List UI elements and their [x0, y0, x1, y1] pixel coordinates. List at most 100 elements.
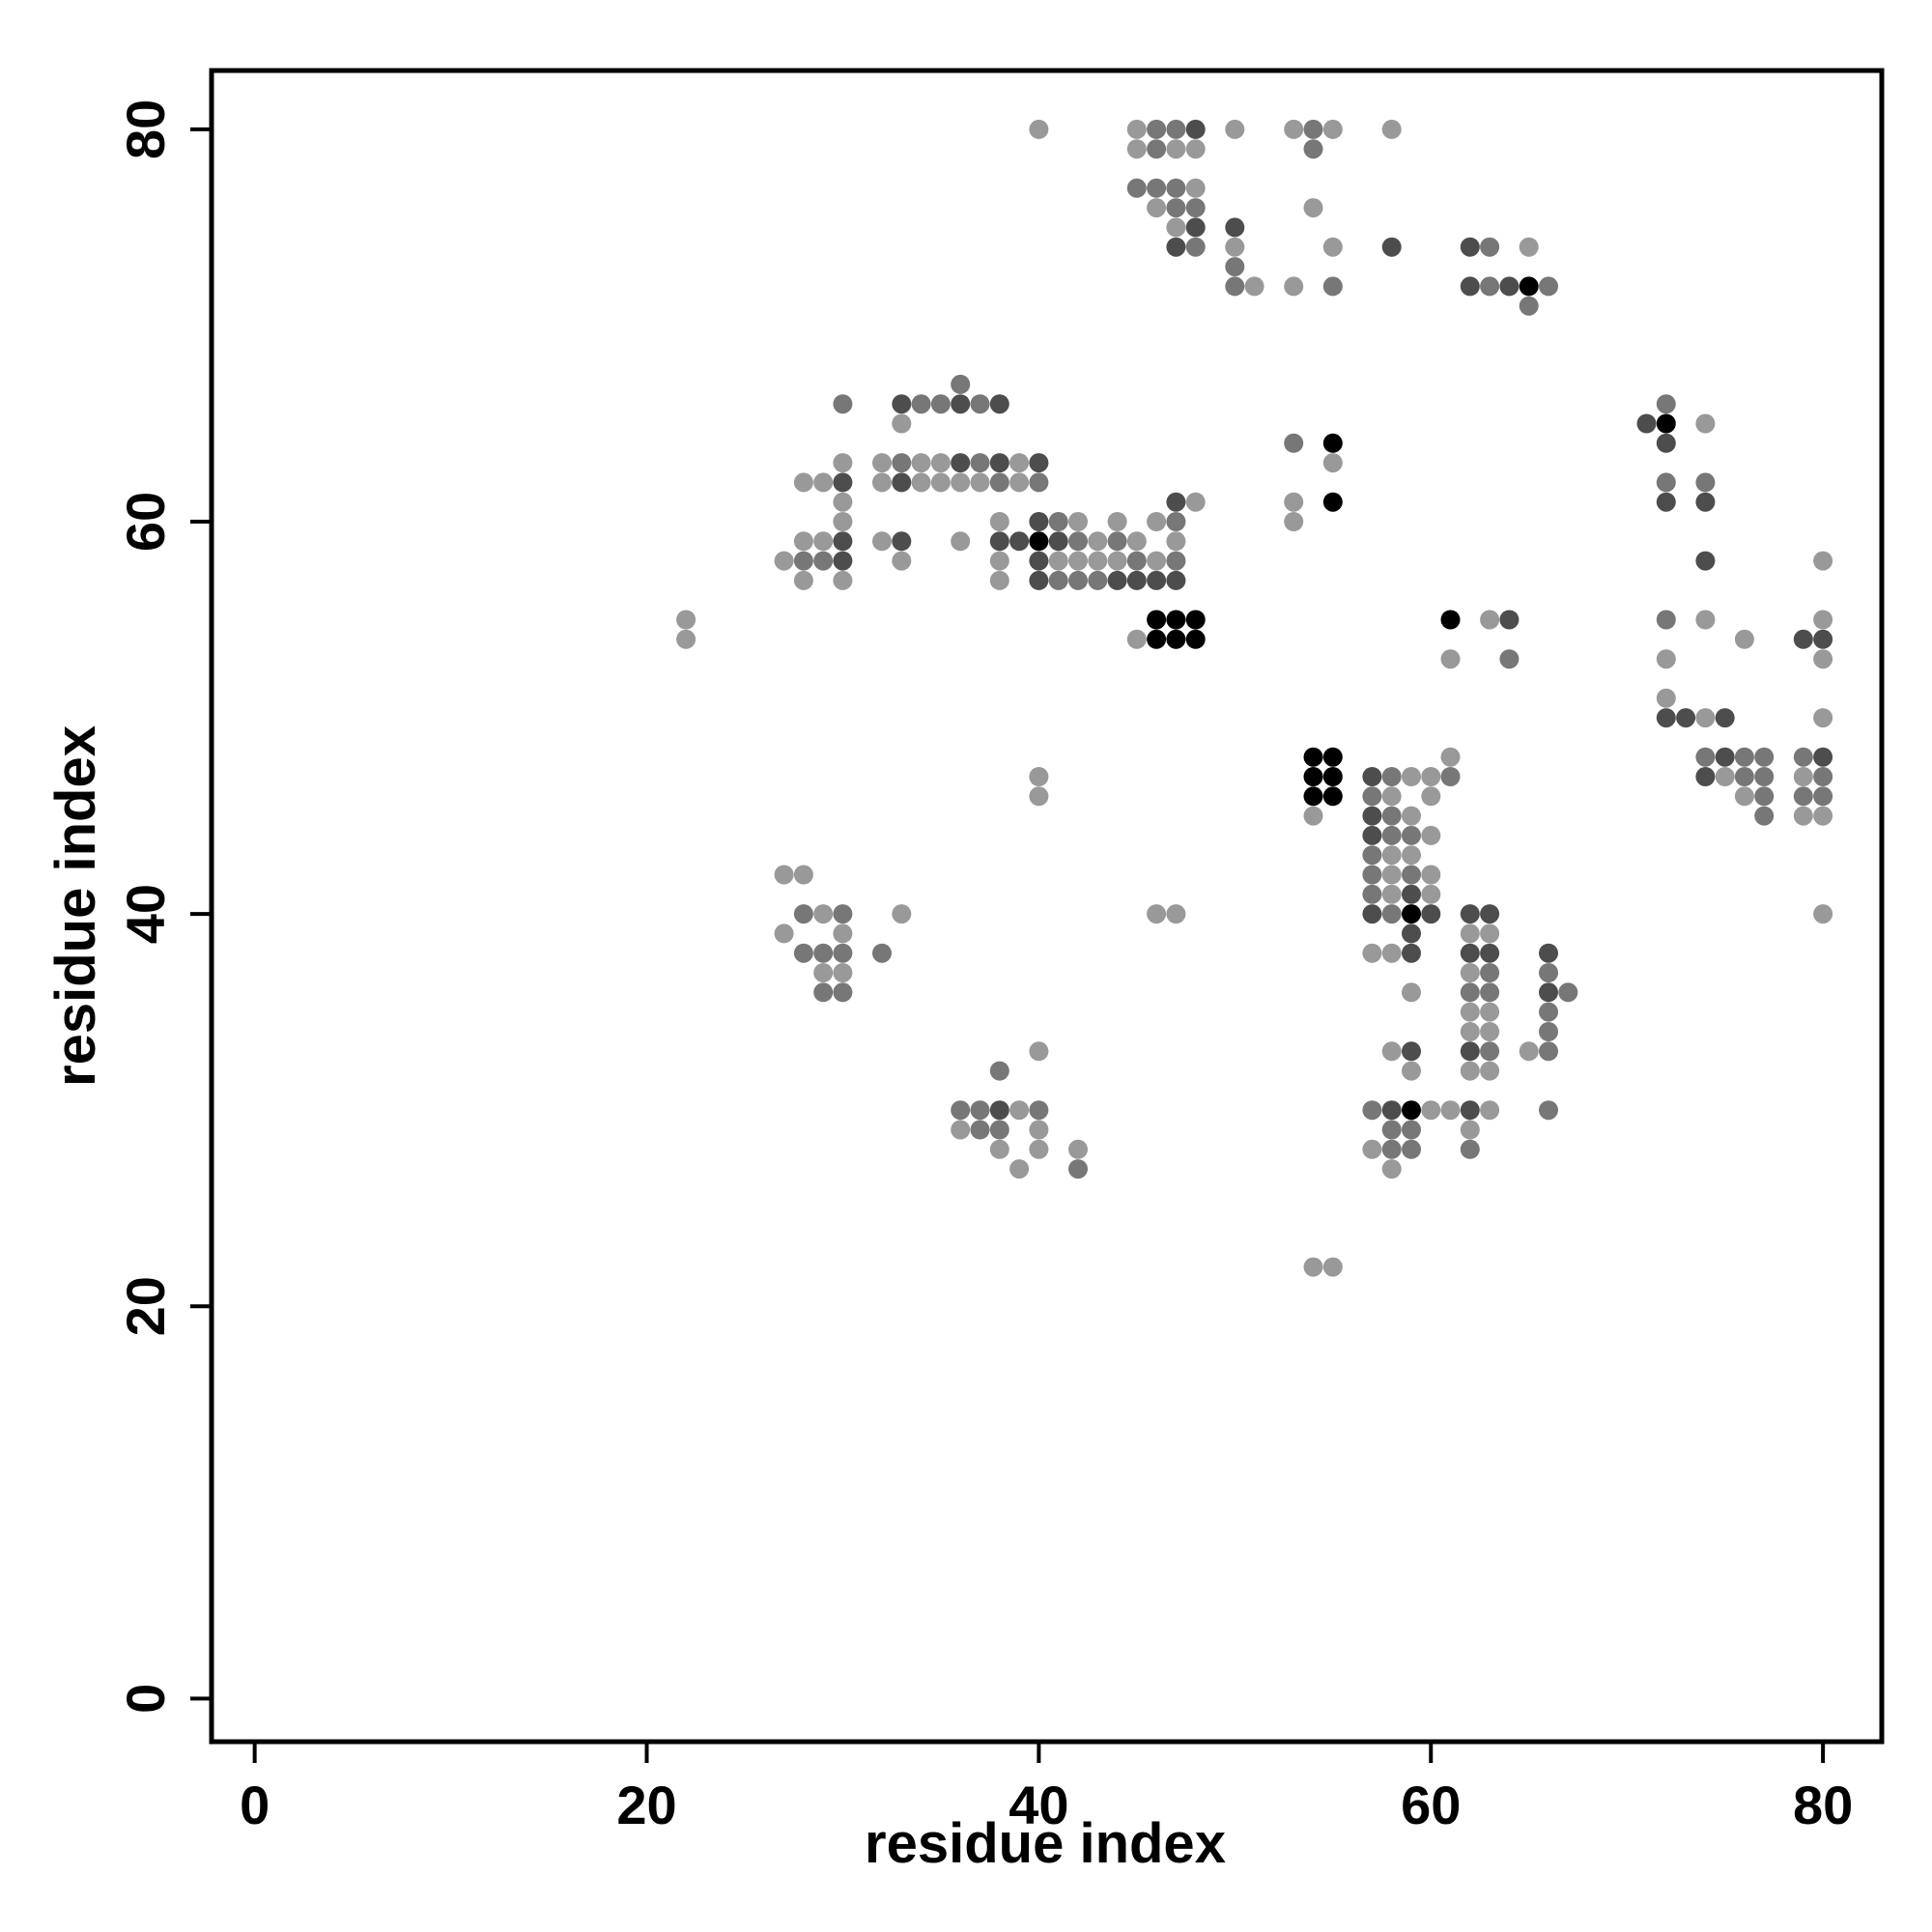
contact-point: [1147, 139, 1167, 159]
contact-point: [1402, 865, 1421, 885]
contact-point: [1460, 1041, 1480, 1062]
contact-point: [951, 374, 971, 394]
y-axis-ticks: 0 20 40 60 80: [115, 99, 212, 1714]
contact-point: [1029, 786, 1049, 807]
contact-point: [1480, 1061, 1500, 1081]
contact-point: [1244, 276, 1264, 297]
contact-point: [813, 943, 834, 963]
contact-point: [1029, 1120, 1049, 1140]
contact-point: [833, 512, 853, 531]
contact-point: [970, 394, 990, 414]
contact-point: [1480, 923, 1500, 944]
contact-point: [1166, 492, 1186, 512]
contact-point: [1460, 1061, 1480, 1081]
contact-point: [1636, 413, 1657, 434]
contact-point: [1088, 531, 1108, 552]
contact-point: [1009, 472, 1030, 493]
contact-point: [989, 551, 1009, 571]
contact-point: [1303, 767, 1323, 786]
contact-point: [1460, 237, 1480, 257]
contact-point: [833, 472, 853, 493]
contact-point: [1381, 1120, 1402, 1140]
contact-point: [1695, 708, 1716, 728]
contact-point: [1185, 139, 1206, 159]
contact-point: [833, 943, 853, 963]
contact-point: [1460, 904, 1480, 924]
contact-point: [1303, 139, 1323, 159]
contact-point: [1284, 276, 1304, 297]
contact-point: [1519, 296, 1539, 316]
contact-point: [1421, 865, 1441, 885]
contact-point: [774, 865, 794, 885]
contact-point: [1813, 767, 1833, 786]
contact-point: [1284, 512, 1304, 531]
contact-point: [1539, 1002, 1558, 1022]
contact-point: [676, 610, 696, 630]
contact-point: [1460, 1120, 1480, 1140]
contact-point: [1362, 1100, 1382, 1121]
contact-point: [813, 531, 834, 552]
contact-point: [1656, 472, 1676, 493]
contact-point: [1480, 963, 1500, 982]
contact-point: [1029, 1100, 1049, 1121]
contact-point: [1499, 649, 1520, 669]
contact-point: [1147, 629, 1167, 649]
contact-point: [833, 551, 853, 571]
contact-point: [951, 1100, 971, 1121]
contact-point: [1480, 610, 1500, 630]
contact-point: [1126, 119, 1147, 139]
contact-point: [1813, 610, 1833, 630]
contact-point: [1225, 237, 1245, 257]
contact-point: [872, 472, 892, 493]
contact-point: [1029, 570, 1049, 590]
contact-point: [1381, 1139, 1402, 1159]
contact-point: [1029, 512, 1049, 531]
contact-point: [1166, 512, 1186, 531]
contact-point: [1558, 982, 1578, 1003]
contact-point: [1068, 512, 1088, 531]
contact-point: [1322, 492, 1343, 512]
contact-point: [1539, 1041, 1558, 1062]
contact-point: [989, 531, 1009, 552]
contact-point: [1048, 570, 1068, 590]
contact-point: [1480, 276, 1500, 297]
x-tick-label: 60: [1401, 1775, 1461, 1835]
contact-point: [892, 413, 912, 434]
contact-point: [1695, 472, 1716, 493]
contact-point: [1009, 1100, 1030, 1121]
contact-point: [989, 1120, 1009, 1140]
contact-point: [1460, 982, 1480, 1003]
contact-point: [1402, 1139, 1421, 1159]
contact-point: [1480, 1002, 1500, 1022]
contact-point: [1480, 1041, 1500, 1062]
contact-point: [1813, 629, 1833, 649]
contact-point: [951, 531, 971, 552]
contact-point: [793, 943, 813, 963]
contact-point: [1695, 413, 1716, 434]
contact-point: [1185, 178, 1206, 198]
contact-point: [774, 551, 794, 571]
contact-point: [892, 531, 912, 552]
contact-point: [892, 904, 912, 924]
contact-point: [1539, 982, 1558, 1003]
contact-point: [1480, 904, 1500, 924]
contact-point: [1362, 943, 1382, 963]
contact-point: [1813, 708, 1833, 728]
contact-point: [1656, 413, 1676, 434]
contact-point: [1539, 1100, 1558, 1121]
contact-point: [1793, 629, 1813, 649]
contact-point: [1519, 1041, 1539, 1062]
contact-point: [1088, 551, 1108, 571]
contact-point: [793, 865, 813, 885]
contact-point: [1754, 767, 1775, 786]
contact-point: [1185, 119, 1206, 139]
contact-point: [872, 943, 892, 963]
contact-point: [1656, 688, 1676, 708]
contact-point: [1381, 806, 1402, 826]
contact-point: [1440, 649, 1461, 669]
contact-point: [1402, 767, 1421, 786]
contact-point: [1793, 806, 1813, 826]
contact-point: [1440, 1100, 1461, 1121]
contact-point: [1029, 453, 1049, 473]
